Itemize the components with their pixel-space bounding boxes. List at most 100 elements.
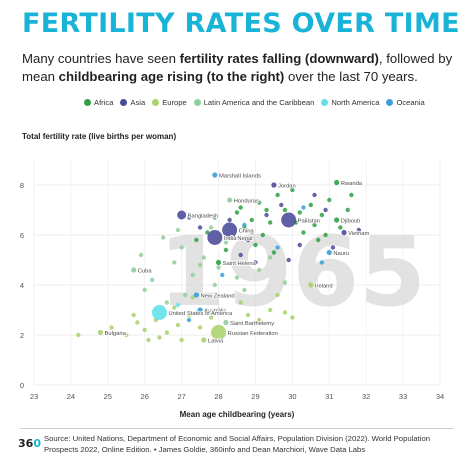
- data-point: [149, 277, 155, 283]
- x-tick-label: 31: [325, 392, 333, 401]
- data-point: [338, 225, 343, 230]
- point-label: Bangladesh: [188, 213, 219, 219]
- data-point: [275, 245, 280, 250]
- data-point: [212, 172, 218, 178]
- x-tick-label: 32: [362, 392, 370, 401]
- data-point: [215, 259, 222, 266]
- data-point: [207, 230, 223, 245]
- data-point: [208, 225, 214, 230]
- data-point: [275, 292, 280, 298]
- data-point: [97, 329, 104, 336]
- data-point: [227, 197, 233, 203]
- data-point: [131, 267, 137, 273]
- x-tick-label: 27: [177, 392, 185, 401]
- legend-item: Asia: [120, 98, 145, 107]
- point-label: New Zealand: [201, 293, 235, 299]
- data-point: [190, 272, 195, 278]
- data-point: [256, 267, 262, 273]
- data-point: [183, 292, 188, 298]
- data-point: [238, 300, 243, 305]
- data-point: [172, 260, 177, 265]
- legend-swatch: [120, 99, 128, 106]
- x-tick-label: 29: [251, 392, 259, 401]
- x-tick-label: 34: [436, 392, 444, 401]
- data-point: [223, 247, 229, 253]
- data-point: [268, 220, 273, 225]
- data-point: [179, 245, 184, 250]
- data-point: [186, 215, 192, 220]
- x-tick-label: 30: [288, 392, 296, 401]
- point-label: Ireland: [315, 283, 333, 289]
- legend-label: Latin America and the Caribbean: [203, 98, 315, 107]
- data-point: [234, 210, 240, 215]
- data-point: [190, 295, 195, 300]
- data-point: [260, 232, 266, 238]
- legend-swatch: [321, 99, 329, 106]
- legend-item: Latin America and the Caribbean: [193, 98, 315, 107]
- data-point: [142, 327, 147, 333]
- point-label: Australia: [204, 308, 227, 314]
- data-point: [308, 282, 314, 288]
- data-point: [227, 217, 232, 223]
- data-point: [301, 205, 306, 210]
- legend-swatch: [84, 99, 91, 106]
- subtitle-part: Many countries have seen: [22, 51, 180, 66]
- data-point: [194, 237, 199, 243]
- data-point: [308, 202, 314, 208]
- scatter-chart: 1965 Marshall Islands Jordan Rwanda Hondura…: [20, 160, 444, 401]
- point-labels: Marshall Islands Jordan Rwanda Honduras Bang…: [104, 173, 371, 346]
- data-point: [234, 275, 240, 280]
- data-point: [216, 265, 221, 270]
- data-point: [334, 179, 340, 186]
- subtitle-part: childbearing age rising (to the right): [58, 69, 285, 84]
- data-point: [316, 237, 321, 243]
- data-point: [290, 187, 295, 193]
- legend-swatch: [152, 99, 160, 106]
- data-point: [334, 217, 340, 223]
- y-tick-label: 4: [20, 281, 24, 290]
- subtitle-part: over the last 70 years.: [284, 69, 418, 84]
- point-label: Marshall Islands: [219, 173, 261, 179]
- data-point: [124, 332, 129, 338]
- data-point: [175, 322, 181, 328]
- data-point: [164, 330, 170, 335]
- data-point: [326, 249, 332, 256]
- legend-item: Europe: [152, 98, 187, 107]
- data-point: [327, 197, 332, 203]
- point-label: Honduras: [234, 198, 259, 204]
- data-point: [142, 287, 147, 293]
- data-point: [212, 282, 218, 288]
- legend-label: Asia: [130, 98, 146, 107]
- point-label: Nepal: [237, 236, 252, 242]
- data-point: [264, 212, 269, 218]
- data-point: [330, 245, 336, 250]
- point-label: China: [239, 228, 255, 234]
- data-point: [349, 192, 354, 198]
- data-point: [222, 222, 238, 238]
- data-point: [160, 235, 166, 240]
- y-axis-label: Total fertility rate (live births per wo…: [22, 132, 177, 141]
- data-point: [223, 240, 229, 245]
- legend-swatch: [193, 99, 201, 106]
- data-point: [131, 312, 136, 318]
- data-point: [201, 337, 207, 343]
- x-axis-label: Mean age childbearing (years): [179, 410, 295, 419]
- data-point: [172, 305, 177, 310]
- point-label: Pakistan: [298, 218, 320, 224]
- data-point: [312, 192, 317, 198]
- y-tick-label: 6: [20, 231, 24, 240]
- chart-subtitle: Many countries have seen fertility rates…: [22, 50, 462, 86]
- data-point: [286, 257, 291, 263]
- subtitle-part: , followed by mean: [22, 51, 453, 84]
- data-point: [135, 320, 140, 325]
- data-point: [138, 252, 144, 258]
- data-point: [186, 312, 192, 318]
- data-point: [242, 222, 247, 228]
- point-label: India: [224, 236, 237, 242]
- data-point: [211, 325, 227, 340]
- x-tick-label: 25: [104, 392, 112, 401]
- data-point: [193, 292, 199, 298]
- point-label: Bulgaria: [105, 331, 127, 337]
- data-point: [301, 230, 306, 235]
